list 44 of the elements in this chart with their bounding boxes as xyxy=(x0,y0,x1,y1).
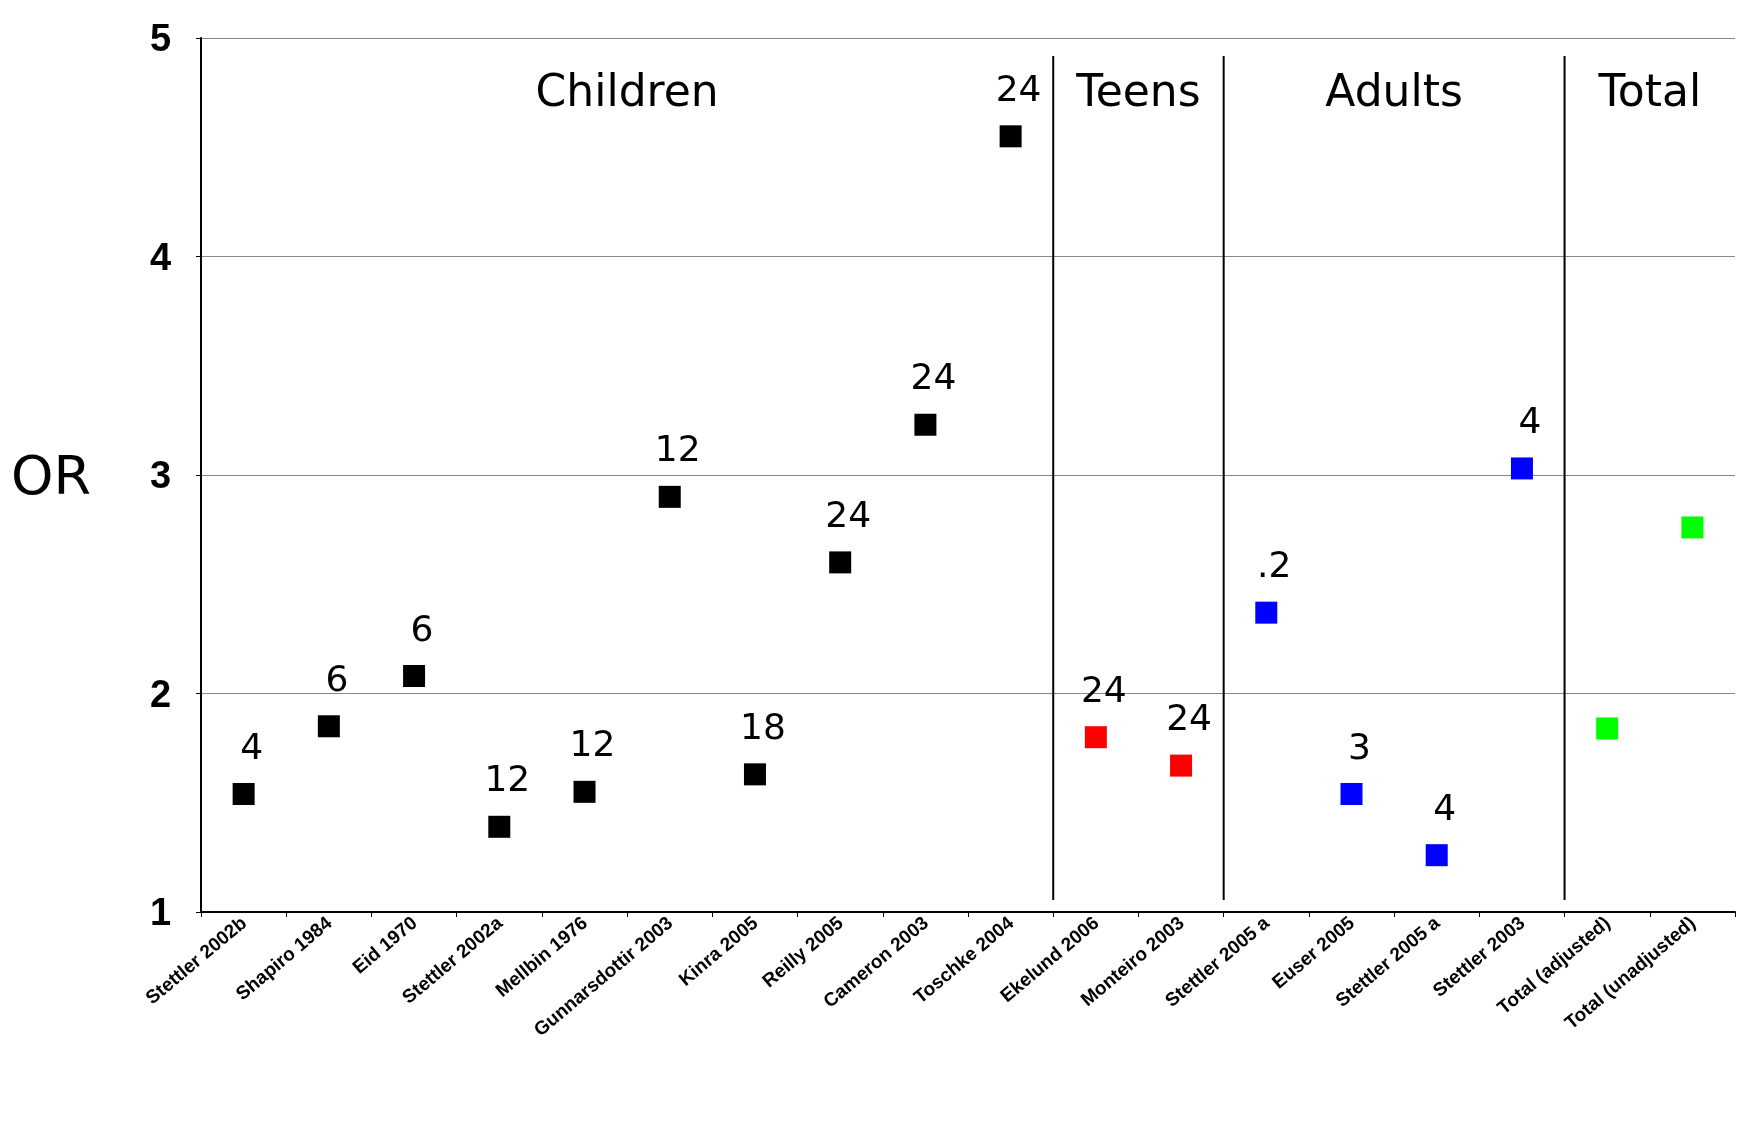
annotation: 24 xyxy=(995,67,1042,109)
annotation: 4 xyxy=(1518,399,1542,441)
annotation: Adults xyxy=(1325,64,1463,116)
annotation: .2 xyxy=(1257,544,1292,586)
y-tick-label: 2 xyxy=(149,672,172,715)
y-tick-label: 3 xyxy=(149,454,172,496)
y-tick-label: 4 xyxy=(149,235,172,278)
annotation: 12 xyxy=(484,758,531,800)
annotation: 24 xyxy=(910,356,957,398)
point xyxy=(743,763,766,786)
point xyxy=(1510,457,1533,480)
point xyxy=(1340,783,1363,806)
annotation: 4 xyxy=(240,725,264,767)
point xyxy=(573,780,596,803)
point xyxy=(488,815,511,838)
annotation: 6 xyxy=(410,607,434,649)
y-tick-label: 1 xyxy=(149,891,172,933)
annotation: 12 xyxy=(569,723,616,765)
point xyxy=(403,665,426,688)
annotation: 6 xyxy=(325,657,349,699)
annotation: 24 xyxy=(1080,668,1127,710)
y-tick-label: 5 xyxy=(149,17,172,59)
annotation: 24 xyxy=(825,493,872,535)
point xyxy=(1170,754,1193,777)
point xyxy=(1596,717,1619,740)
annotation: 12 xyxy=(654,428,701,470)
annotation: Total xyxy=(1597,64,1702,116)
point xyxy=(1425,844,1448,867)
point xyxy=(829,551,852,574)
annotation: 3 xyxy=(1348,725,1371,767)
annotation: Teens xyxy=(1075,64,1201,116)
y-axis-title: OR xyxy=(10,443,92,507)
point xyxy=(658,485,681,508)
point xyxy=(1681,516,1704,539)
point xyxy=(999,125,1022,148)
annotation: 18 xyxy=(740,705,786,747)
point xyxy=(1255,601,1278,624)
annotation: 24 xyxy=(1166,697,1212,739)
annotation: 4 xyxy=(1433,786,1457,828)
point xyxy=(232,783,255,806)
point xyxy=(914,413,937,436)
point xyxy=(1084,726,1107,749)
annotation: Children xyxy=(535,64,719,116)
point xyxy=(317,715,340,738)
